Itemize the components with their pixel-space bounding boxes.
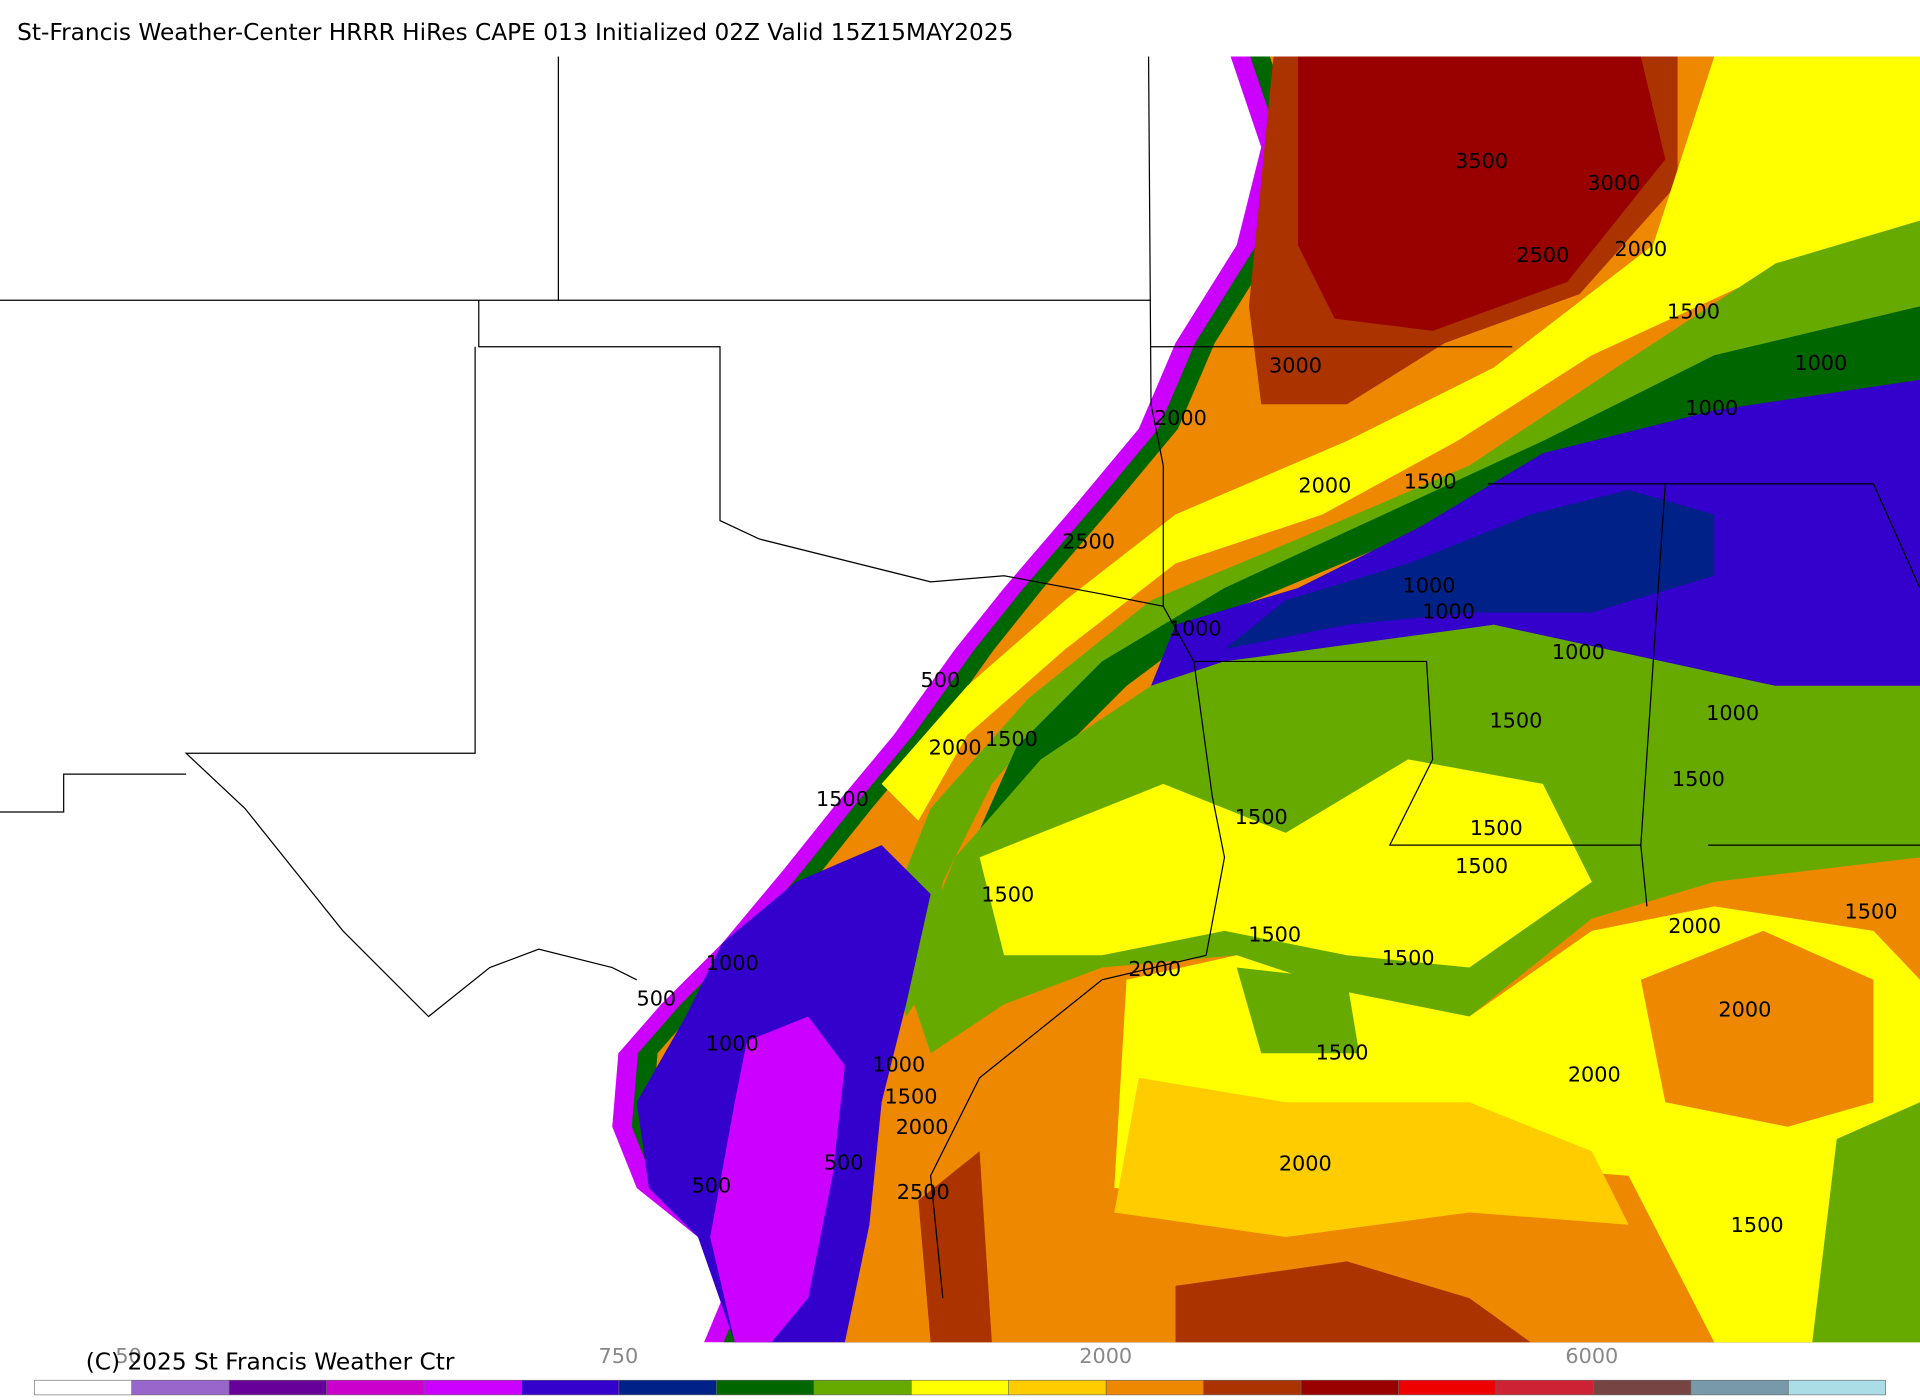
state-border [1193, 660, 1648, 907]
colorbar-swatch [131, 1379, 230, 1396]
state-border [1640, 483, 1666, 846]
contour-label: 1000 [706, 951, 759, 975]
contour-label: 1000 [1685, 396, 1738, 420]
contour-label: 2000 [1128, 957, 1181, 981]
title: St-Francis Weather-Center HRRR HiRes CAP… [17, 19, 1013, 46]
contour-label: 1000 [1706, 701, 1759, 725]
colorbar-swatch [1203, 1379, 1302, 1396]
contour-label: 1500 [985, 727, 1038, 751]
cape-zone [979, 759, 1592, 968]
contour-label: 1000 [1422, 599, 1475, 623]
state-border [1487, 483, 1920, 589]
cape-zone [918, 1151, 992, 1343]
borders [0, 56, 1920, 1299]
contour-label: 1500 [1455, 854, 1508, 878]
state-border [0, 773, 187, 813]
contour-label: 2000 [1668, 914, 1721, 938]
contour-label: 2000 [1298, 473, 1351, 497]
contour-label: 1000 [1794, 351, 1847, 375]
colorbar-swatch [1300, 1379, 1399, 1396]
contour-label: 2500 [897, 1180, 950, 1204]
contour-label: 1500 [1470, 816, 1523, 840]
contour-label: 1500 [981, 882, 1034, 906]
colorbar-swatch [1105, 1379, 1204, 1396]
colorbar-label: 750 [599, 1344, 639, 1368]
colorbar-swatch [1008, 1379, 1107, 1396]
colorbar-swatch [1690, 1379, 1789, 1396]
contour-label: 2000 [1568, 1062, 1621, 1086]
contour-label: 2000 [1154, 406, 1207, 430]
contour-label: 500 [636, 986, 676, 1010]
cape-zone [710, 1016, 845, 1343]
contour-label: 1000 [1403, 574, 1456, 598]
contour-label: 1500 [1845, 899, 1898, 923]
colorbar-swatch [1787, 1379, 1887, 1396]
cape-zone [1812, 1102, 1920, 1343]
colorbar-swatch [1593, 1379, 1692, 1396]
contour-label: 1500 [1731, 1213, 1784, 1237]
colorbar-swatch [521, 1379, 620, 1396]
cape-zone [1175, 1261, 1531, 1343]
contour-label: 1500 [1489, 708, 1542, 732]
cape-zone [881, 56, 1920, 821]
contour-label: 2000 [896, 1115, 949, 1139]
contour-label: 1000 [1169, 617, 1222, 641]
state-border [184, 346, 638, 1018]
state-border [1147, 56, 1164, 607]
contour-label: 2000 [929, 735, 982, 759]
cape-field [612, 56, 1920, 1343]
contour-label: 1500 [1404, 470, 1457, 494]
colorbar-swatch [228, 1379, 327, 1396]
contour-label: 1500 [1672, 767, 1725, 791]
contour-label: 1000 [872, 1053, 925, 1077]
contour-label: 1500 [816, 787, 869, 811]
contour-label: 1500 [1235, 805, 1288, 829]
contour-label: 2500 [1062, 530, 1115, 554]
contour-label: 2500 [1516, 243, 1569, 267]
contour-label: 3500 [1455, 149, 1508, 173]
contour-label: 1500 [1382, 946, 1435, 970]
cape-zone [1640, 930, 1874, 1127]
cape-zone [1224, 490, 1715, 650]
colorbar-swatch [33, 1379, 133, 1396]
colorbar-label: 50 [115, 1344, 141, 1368]
contour-label: 1000 [706, 1032, 759, 1056]
contour-label: 3000 [1587, 171, 1640, 195]
colorbar-swatch [1495, 1379, 1594, 1396]
cape-zone [1114, 1077, 1629, 1237]
contour-label: 1000 [1552, 640, 1605, 664]
colorbar-swatch [618, 1379, 717, 1396]
colorbar-swatch [910, 1379, 1010, 1396]
contour-label: 1500 [1316, 1040, 1369, 1064]
cape-zone [1297, 56, 1666, 331]
contour-label: 2000 [1718, 997, 1771, 1021]
contour-label: 2000 [1614, 237, 1667, 261]
contour-label: 500 [921, 668, 961, 692]
contour-label: 500 [692, 1174, 732, 1198]
contour-label: 1500 [885, 1084, 938, 1108]
contour-label: 3000 [1269, 353, 1322, 377]
colorbar-swatch [423, 1379, 522, 1396]
contour-label: 500 [824, 1150, 864, 1174]
copyright: (C) 2025 St Francis Weather Ctr [86, 1349, 455, 1376]
colorbar-swatch [1398, 1379, 1497, 1396]
colorbar-swatch [813, 1379, 912, 1396]
colorbar-swatch [326, 1379, 425, 1396]
colorbar: 50 750 2000 6000 [33, 1344, 1887, 1396]
cape-zone [1236, 967, 1360, 1054]
colorbar-label: 2000 [1079, 1344, 1132, 1368]
contour-label: 1500 [1667, 299, 1720, 323]
contour-label: 1500 [1248, 923, 1301, 947]
contour-label: 2000 [1279, 1152, 1332, 1176]
colorbar-label: 6000 [1565, 1344, 1618, 1368]
state-border [478, 300, 1226, 1299]
colorbar-swatch [716, 1379, 815, 1396]
